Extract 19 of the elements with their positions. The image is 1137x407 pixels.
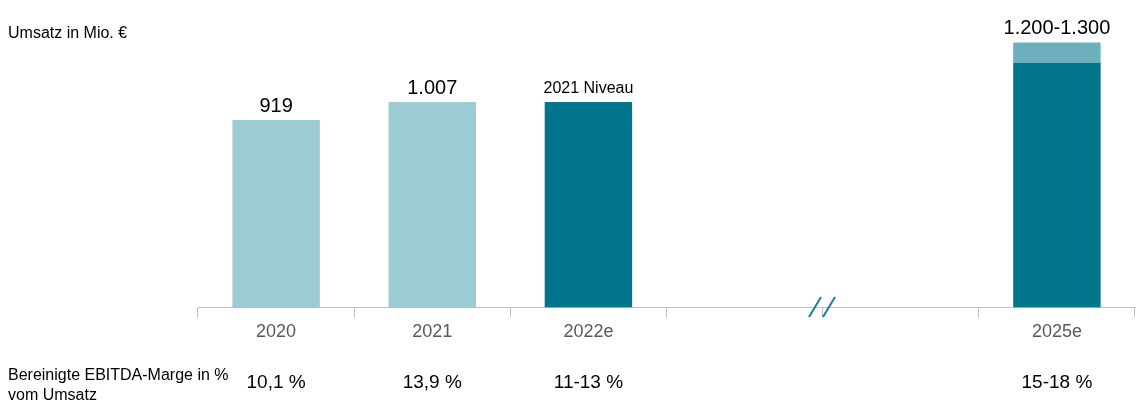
text: Bereinigte EBITDA-Marge in % vom Umsatz (8, 366, 229, 404)
bar (544, 102, 633, 308)
x-tick-label: 2025e (1031, 321, 1082, 342)
bar (1013, 62, 1101, 308)
x-tick-label: 2020 (256, 321, 297, 342)
bar (388, 102, 476, 308)
text: 13,9 % (402, 371, 462, 393)
data-label: 1.007 (407, 75, 458, 98)
text: 15-18 % (1021, 371, 1093, 393)
bar (1013, 42, 1101, 63)
x-tick-label: 2021 (412, 321, 453, 342)
x-tick-label: 2022e (563, 321, 614, 342)
bar (232, 120, 320, 308)
annotation: 2021 Niveau (543, 78, 634, 96)
text: 10,1 % (246, 371, 306, 393)
data-label: 1.200-1.300 (1003, 15, 1111, 38)
data-label: 919 (259, 93, 293, 116)
y-axis-title: Umsatz in Mio. € (8, 24, 128, 42)
text: 11-13 % (553, 371, 624, 393)
